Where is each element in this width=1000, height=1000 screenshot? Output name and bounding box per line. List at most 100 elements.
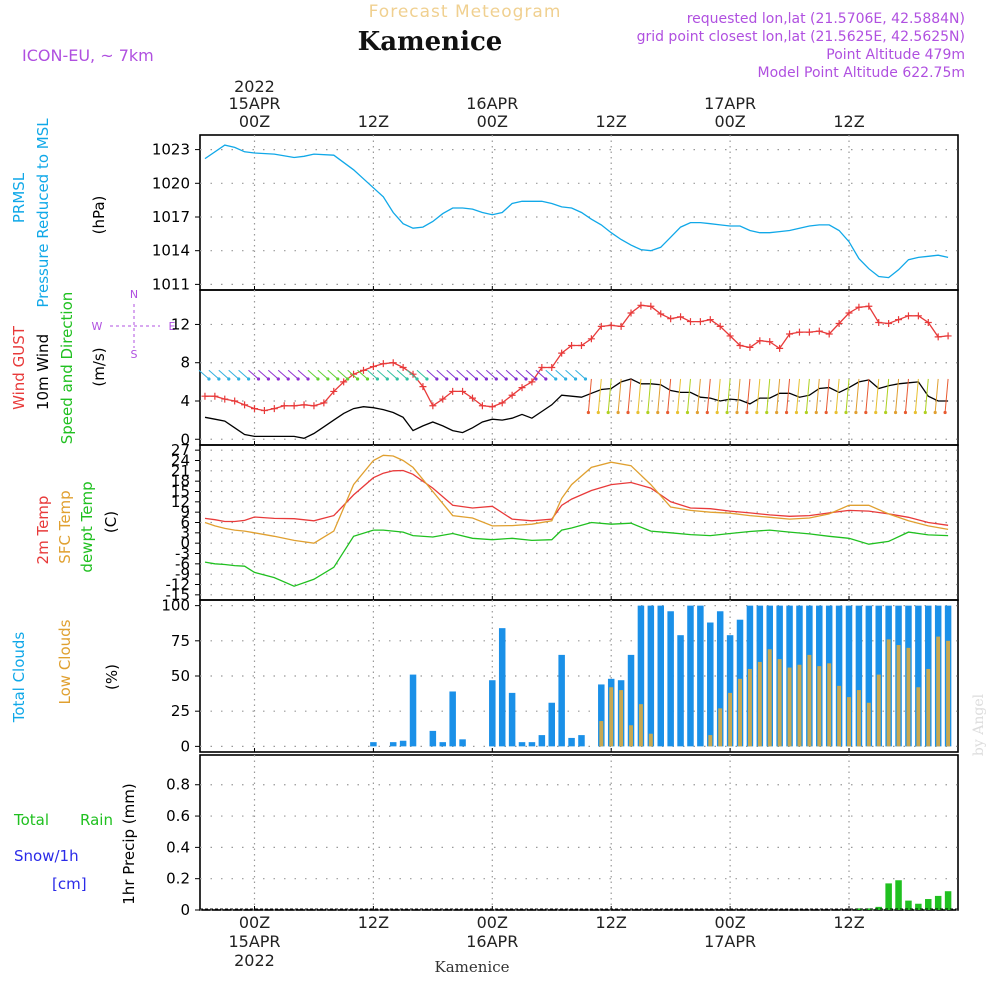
- gust-marker: [875, 319, 883, 327]
- wind-arrow-head: [326, 377, 330, 381]
- gust-marker: [795, 328, 803, 336]
- gust-marker: [746, 343, 754, 351]
- gust-marker: [558, 349, 566, 357]
- gust-marker: [706, 316, 714, 324]
- gust-marker: [776, 344, 784, 352]
- gust-marker: [548, 364, 556, 371]
- bottom-time-hour: 00Z: [714, 913, 745, 932]
- total-cloud-bar: [845, 605, 853, 747]
- rain-bar: [934, 895, 942, 910]
- compass-west: W: [92, 320, 103, 333]
- gust-marker: [865, 302, 873, 310]
- pressure-unit: (hPa): [90, 196, 108, 235]
- wind-arrow: [885, 378, 890, 413]
- wind-arrow: [575, 369, 586, 380]
- y-tick-label: 0: [180, 534, 190, 552]
- gust-marker: [369, 363, 377, 371]
- gust-marker: [241, 401, 249, 409]
- wind-arrow-head: [494, 377, 498, 381]
- gust-marker: [835, 319, 843, 327]
- panel-pressure: 1011 1014 1017 1020 1023: [152, 134, 959, 293]
- y-tick-label: 0.8: [166, 776, 190, 794]
- gust-marker: [538, 364, 546, 371]
- total-cloud-bar: [429, 730, 437, 747]
- y-tick-label: -15: [166, 586, 191, 604]
- gust-marker: [607, 321, 615, 329]
- low-cloud-bar: [797, 664, 802, 747]
- temp-label-sfc: SFC Temp: [56, 490, 74, 563]
- wind-arrow: [446, 369, 457, 380]
- wind-arrow-head: [286, 377, 290, 381]
- total-cloud-bar: [697, 605, 704, 747]
- gust-marker: [667, 315, 675, 323]
- gust-marker: [805, 328, 813, 336]
- wind-arrow: [258, 369, 269, 380]
- wind-arrow-head: [435, 377, 439, 381]
- rain-bar: [885, 883, 892, 910]
- panel-frame: [199, 754, 959, 911]
- top-time-hour: 00Z: [714, 112, 745, 131]
- wind-arrow: [815, 378, 820, 413]
- y-tick-label: -3: [175, 545, 190, 563]
- y-tick-label: 1017: [152, 208, 190, 226]
- gust-marker: [478, 402, 486, 410]
- wind-arrow: [786, 378, 791, 413]
- y-tick-label: 4: [180, 392, 190, 410]
- wind-arrow-head: [675, 410, 680, 415]
- gust-marker: [855, 303, 863, 311]
- wind-arrow-head: [544, 377, 548, 381]
- total-cloud-bar: [726, 635, 734, 747]
- wind-arrow: [376, 369, 388, 380]
- wind-arrow: [607, 378, 612, 413]
- wind-arrow-head: [395, 377, 399, 381]
- wind-arrow: [367, 369, 378, 380]
- gust-marker: [439, 395, 447, 403]
- wind-arrow: [597, 378, 602, 413]
- total-cloud-bar: [508, 692, 516, 747]
- low-cloud-bar: [718, 708, 723, 747]
- y-tick-label: 0: [180, 430, 190, 448]
- wind-arrow-head: [586, 410, 590, 415]
- total-cloud-bar: [389, 742, 397, 747]
- wind-arrow: [845, 378, 850, 413]
- total-cloud-bar: [687, 605, 694, 747]
- low-cloud-bar: [827, 663, 832, 747]
- wind-arrow-head: [415, 377, 419, 381]
- wind-arrow-head: [375, 377, 379, 381]
- wind-arrow-head: [385, 377, 389, 381]
- gust-marker: [924, 319, 932, 327]
- total-cloud-bar: [489, 680, 496, 747]
- gust-marker: [260, 407, 268, 415]
- total-cloud-bar: [538, 735, 546, 747]
- series-line-10m-wind: [204, 378, 949, 439]
- gust-marker: [468, 394, 476, 402]
- gust-marker: [597, 322, 605, 330]
- wind-arrow: [357, 369, 368, 380]
- wind-arrow-head: [834, 410, 838, 415]
- wind-arrow: [736, 378, 741, 413]
- low-cloud-bar: [629, 725, 633, 747]
- wind-arrow-head: [256, 377, 261, 381]
- top-time-date: 16APR: [466, 94, 518, 113]
- y-tick-label: 1023: [152, 141, 190, 159]
- wind-arrow-head: [943, 410, 947, 415]
- wind-arrow-head: [306, 377, 310, 381]
- wind-arrow: [716, 378, 721, 413]
- wind-arrow: [267, 369, 279, 380]
- low-cloud-bar: [866, 702, 871, 747]
- wind-arrow: [766, 378, 771, 413]
- bottom-time-date: 15APR: [228, 932, 280, 951]
- model-altitude: Model Point Altitude 622.75m: [758, 65, 965, 81]
- wind-arrow: [855, 378, 860, 413]
- total-cloud-bar: [370, 742, 377, 747]
- total-cloud-bar: [449, 691, 456, 747]
- rain-bar: [855, 908, 863, 910]
- series-line-wind-gust: [205, 304, 949, 412]
- wind-arrow: [726, 378, 731, 413]
- wind-arrow: [505, 369, 517, 380]
- wind-arrow: [647, 378, 652, 413]
- gust-marker: [280, 402, 288, 410]
- wind-arrow-head: [745, 410, 749, 415]
- y-tick-label: 0: [180, 901, 190, 919]
